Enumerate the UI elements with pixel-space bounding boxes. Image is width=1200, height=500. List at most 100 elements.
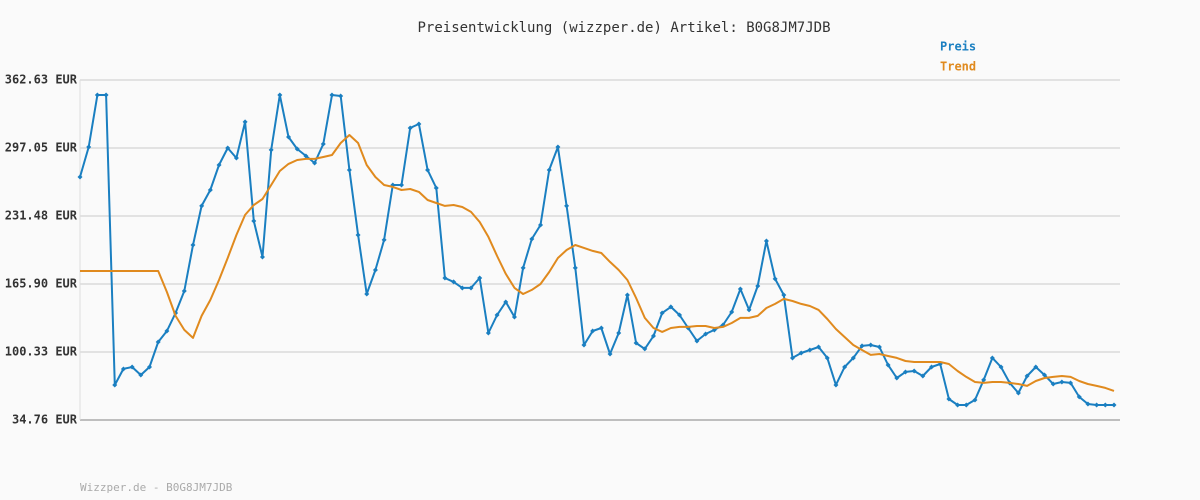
point: [876, 344, 882, 350]
point: [468, 285, 474, 291]
point: [225, 145, 231, 151]
point: [790, 355, 796, 361]
point: [485, 330, 491, 336]
point: [129, 364, 135, 370]
point: [233, 155, 239, 161]
point: [616, 330, 622, 336]
y-tick-label: 100.33 EUR: [5, 345, 78, 359]
point: [451, 279, 457, 285]
point: [598, 325, 604, 331]
point: [398, 182, 404, 188]
point: [555, 144, 561, 150]
point: [894, 375, 900, 381]
point: [346, 167, 352, 173]
point: [659, 310, 665, 316]
point: [294, 146, 300, 152]
point: [181, 288, 187, 294]
point: [668, 304, 674, 310]
point: [868, 342, 874, 348]
point: [833, 382, 839, 388]
point: [929, 364, 935, 370]
point: [816, 344, 822, 350]
point: [902, 369, 908, 375]
point: [312, 160, 318, 166]
point: [259, 254, 265, 260]
point: [1050, 381, 1056, 387]
point: [842, 364, 848, 370]
point: [338, 93, 344, 99]
point: [737, 286, 743, 292]
point: [442, 275, 448, 281]
legend-label: Preis: [940, 40, 976, 54]
point: [520, 265, 526, 271]
point: [1041, 372, 1047, 378]
point: [164, 328, 170, 334]
point: [824, 355, 830, 361]
point: [1102, 402, 1108, 408]
point: [1094, 402, 1100, 408]
point: [459, 285, 465, 291]
point: [1068, 380, 1074, 386]
point: [1076, 394, 1082, 400]
point: [529, 236, 535, 242]
line-0: [79, 94, 1114, 406]
point: [381, 237, 387, 243]
point: [242, 119, 248, 125]
point: [624, 292, 630, 298]
point: [850, 355, 856, 361]
point: [416, 121, 422, 127]
point: [503, 299, 509, 305]
point: [746, 307, 752, 313]
point: [798, 350, 804, 356]
point: [277, 92, 283, 98]
point: [564, 203, 570, 209]
point: [755, 283, 761, 289]
point: [207, 187, 213, 193]
point: [1015, 390, 1021, 396]
point: [677, 312, 683, 318]
chart-title: Preisentwicklung (wizzper.de) Artikel: B…: [417, 20, 830, 36]
y-tick-label: 34.76 EUR: [12, 413, 78, 427]
point: [572, 265, 578, 271]
point: [859, 343, 865, 349]
point: [86, 144, 92, 150]
point: [546, 167, 552, 173]
point: [1024, 373, 1030, 379]
point: [1111, 402, 1117, 408]
point: [372, 267, 378, 273]
point: [981, 377, 987, 383]
point: [989, 355, 995, 361]
point: [1059, 379, 1065, 385]
point: [511, 314, 517, 320]
point: [286, 134, 292, 140]
point: [199, 203, 205, 209]
point: [494, 312, 500, 318]
point: [433, 185, 439, 191]
point: [425, 167, 431, 173]
point: [911, 368, 917, 374]
y-tick-label: 362.63 EUR: [5, 73, 78, 87]
point: [155, 339, 161, 345]
point: [920, 373, 926, 379]
point: [407, 125, 413, 131]
point: [998, 364, 1004, 370]
point: [268, 147, 274, 153]
point: [1033, 364, 1039, 370]
point: [320, 141, 326, 147]
point: [946, 396, 952, 402]
point: [633, 340, 639, 346]
legend-label: Trend: [940, 60, 976, 74]
y-tick-label: 231.48 EUR: [5, 209, 78, 223]
point: [963, 402, 969, 408]
point: [781, 292, 787, 298]
point: [147, 364, 153, 370]
point: [703, 331, 709, 337]
y-tick-label: 165.90 EUR: [5, 277, 78, 291]
point: [329, 92, 335, 98]
point: [642, 346, 648, 352]
point: [729, 309, 735, 315]
point: [807, 347, 813, 353]
point: [581, 342, 587, 348]
